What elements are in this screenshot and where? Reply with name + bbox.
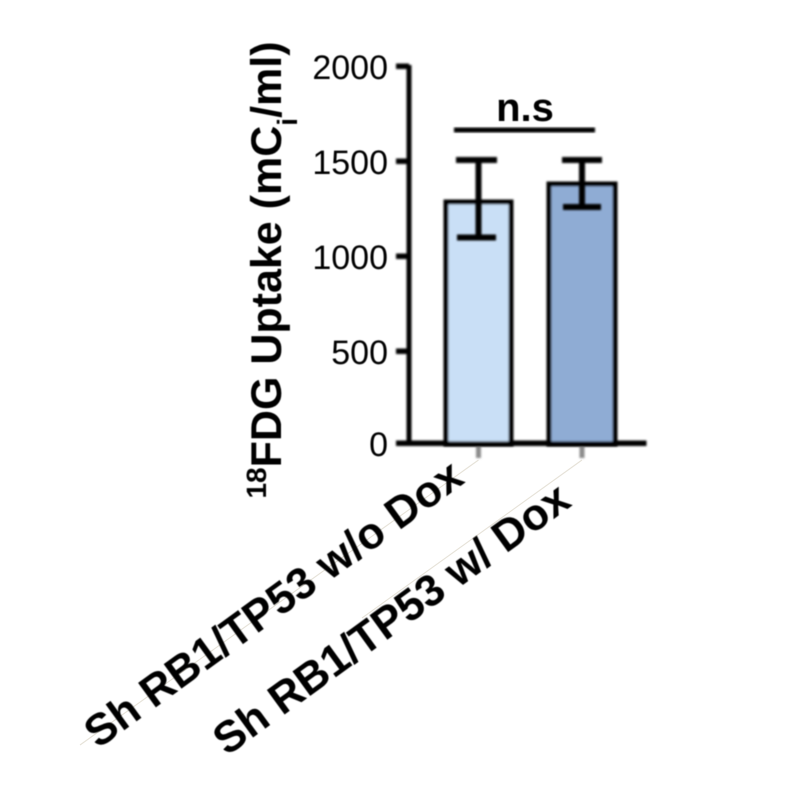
svg-text:0: 0 <box>369 426 388 464</box>
svg-text:500: 500 <box>331 334 388 372</box>
svg-text:2000: 2000 <box>312 49 388 87</box>
svg-text:n.s: n.s <box>496 86 554 130</box>
svg-text:18FDG Uptake (mCi/ml): 18FDG Uptake (mCi/ml) <box>241 41 303 498</box>
svg-text:1500: 1500 <box>312 144 388 182</box>
svg-text:1000: 1000 <box>312 239 388 277</box>
